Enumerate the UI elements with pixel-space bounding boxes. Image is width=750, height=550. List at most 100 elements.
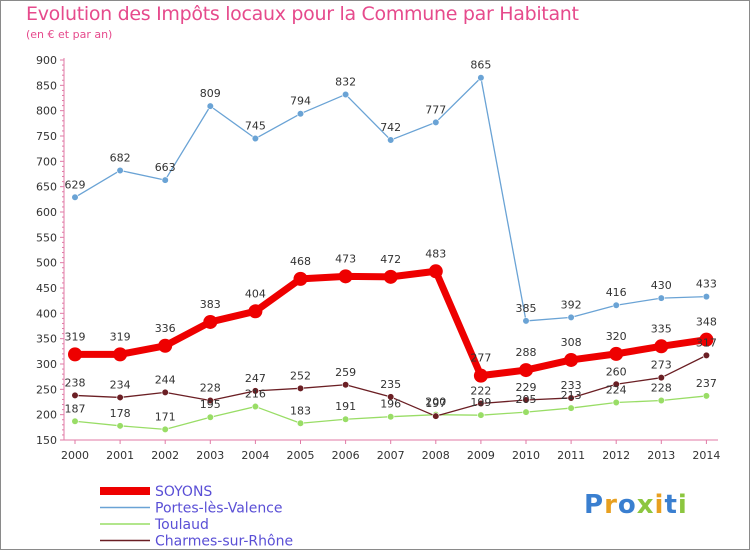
data-label-portes-l-s-valence: 794 — [290, 95, 311, 108]
data-label-toulaud: 195 — [200, 398, 221, 411]
data-label-portes-l-s-valence: 663 — [155, 161, 176, 174]
data-label-soyons: 472 — [380, 253, 401, 266]
data-point-portes-l-s-valence — [477, 74, 485, 82]
x-tick-label: 2011 — [557, 449, 585, 462]
data-point-charmes-sur-rh-ne — [657, 374, 665, 382]
data-point-soyons — [699, 332, 714, 347]
data-label-charmes-sur-rh-ne: 238 — [65, 376, 86, 389]
data-point-toulaud — [342, 415, 350, 423]
data-label-toulaud: 200 — [425, 396, 446, 409]
y-tick-label: 600 — [36, 206, 57, 219]
data-label-soyons: 473 — [335, 252, 356, 265]
data-label-charmes-sur-rh-ne: 244 — [155, 373, 176, 386]
data-point-portes-l-s-valence — [342, 90, 350, 99]
data-label-soyons: 336 — [155, 322, 176, 335]
data-point-portes-l-s-valence — [657, 294, 665, 302]
x-tick-label: 2001 — [106, 449, 134, 462]
data-point-charmes-sur-rh-ne — [251, 387, 259, 395]
x-tick-label: 2014 — [692, 449, 720, 462]
chart-title: Evolution des Impôts locaux pour la Comm… — [26, 3, 579, 25]
data-point-toulaud — [702, 392, 711, 400]
data-point-charmes-sur-rh-ne — [477, 399, 485, 408]
y-tick-label: 550 — [36, 231, 57, 244]
data-point-portes-l-s-valence — [612, 301, 620, 309]
data-label-soyons: 320 — [606, 330, 627, 343]
y-tick-label: 300 — [36, 358, 57, 371]
data-point-soyons — [519, 363, 533, 378]
data-point-soyons — [293, 271, 308, 286]
data-label-portes-l-s-valence: 777 — [425, 103, 446, 116]
data-point-toulaud — [251, 402, 259, 411]
data-label-toulaud: 199 — [470, 396, 491, 409]
data-point-toulaud — [116, 422, 124, 430]
data-label-charmes-sur-rh-ne: 233 — [561, 379, 582, 392]
data-label-soyons: 319 — [110, 330, 131, 343]
data-label-portes-l-s-valence: 629 — [65, 178, 86, 191]
x-tick-label: 2002 — [151, 449, 179, 462]
data-label-toulaud: 205 — [516, 393, 537, 406]
data-point-charmes-sur-rh-ne — [161, 388, 169, 396]
data-point-soyons — [473, 368, 488, 383]
data-point-soyons — [428, 264, 443, 279]
data-point-soyons — [609, 346, 624, 361]
data-point-charmes-sur-rh-ne — [567, 394, 575, 402]
y-tick-label: 150 — [36, 434, 57, 447]
data-label-charmes-sur-rh-ne: 229 — [516, 381, 537, 394]
data-label-portes-l-s-valence: 433 — [696, 278, 717, 291]
data-label-toulaud: 213 — [561, 389, 582, 402]
data-label-toulaud: 228 — [651, 381, 672, 394]
data-label-charmes-sur-rh-ne: 197 — [425, 397, 446, 410]
data-label-charmes-sur-rh-ne: 228 — [200, 381, 221, 394]
data-label-portes-l-s-valence: 392 — [561, 298, 582, 311]
data-label-soyons: 383 — [200, 298, 221, 311]
data-point-charmes-sur-rh-ne — [522, 396, 530, 404]
data-point-charmes-sur-rh-ne — [116, 393, 124, 402]
data-label-toulaud: 183 — [290, 404, 311, 417]
data-point-portes-l-s-valence — [702, 293, 711, 301]
x-tick-label: 2009 — [467, 449, 495, 462]
data-point-portes-l-s-valence — [432, 118, 440, 126]
y-tick-label: 650 — [36, 181, 57, 194]
y-tick-label: 500 — [36, 257, 57, 270]
data-point-charmes-sur-rh-ne — [296, 384, 305, 392]
proxiti-logo: Proxiti — [584, 490, 688, 520]
legend-label-charmes-sur-rh-ne: Charmes-sur-Rhône — [155, 534, 293, 550]
data-label-toulaud: 224 — [606, 384, 627, 397]
data-point-toulaud — [296, 419, 305, 427]
series-line-portes-l-s-valence — [74, 77, 707, 322]
y-tick-label: 750 — [36, 130, 57, 143]
data-label-portes-l-s-valence: 385 — [516, 302, 537, 315]
data-label-portes-l-s-valence: 682 — [110, 151, 131, 164]
data-label-soyons: 319 — [65, 330, 86, 343]
data-label-soyons: 404 — [245, 287, 266, 300]
x-tick-label: 2008 — [422, 449, 450, 462]
x-tick-label: 2004 — [241, 449, 269, 462]
data-label-portes-l-s-valence: 430 — [651, 279, 672, 292]
x-tick-label: 2010 — [512, 449, 540, 462]
y-tick-label: 850 — [36, 79, 57, 92]
data-label-charmes-sur-rh-ne: 247 — [245, 372, 266, 385]
data-point-toulaud — [522, 408, 530, 416]
data-label-soyons: 483 — [425, 247, 446, 260]
data-point-soyons — [203, 314, 218, 329]
data-label-charmes-sur-rh-ne: 273 — [651, 359, 672, 372]
data-label-charmes-sur-rh-ne: 234 — [110, 378, 131, 391]
x-tick-label: 2000 — [61, 449, 89, 462]
data-label-toulaud: 187 — [65, 402, 86, 415]
data-label-toulaud: 196 — [380, 398, 401, 411]
data-point-soyons — [68, 347, 82, 362]
data-point-charmes-sur-rh-ne — [702, 351, 711, 359]
data-label-toulaud: 171 — [155, 410, 176, 423]
y-tick-label: 800 — [36, 105, 57, 118]
data-label-charmes-sur-rh-ne: 252 — [290, 369, 311, 382]
series-lines — [68, 74, 714, 433]
data-label-charmes-sur-rh-ne: 235 — [380, 378, 401, 391]
data-label-soyons: 288 — [516, 346, 537, 359]
y-tick-label: 250 — [36, 383, 57, 396]
data-point-toulaud — [387, 413, 395, 421]
y-tick-label: 200 — [36, 409, 57, 422]
data-point-toulaud — [567, 404, 575, 412]
data-point-portes-l-s-valence — [206, 102, 214, 110]
data-label-charmes-sur-rh-ne: 317 — [696, 336, 717, 349]
data-label-toulaud: 216 — [245, 388, 266, 401]
